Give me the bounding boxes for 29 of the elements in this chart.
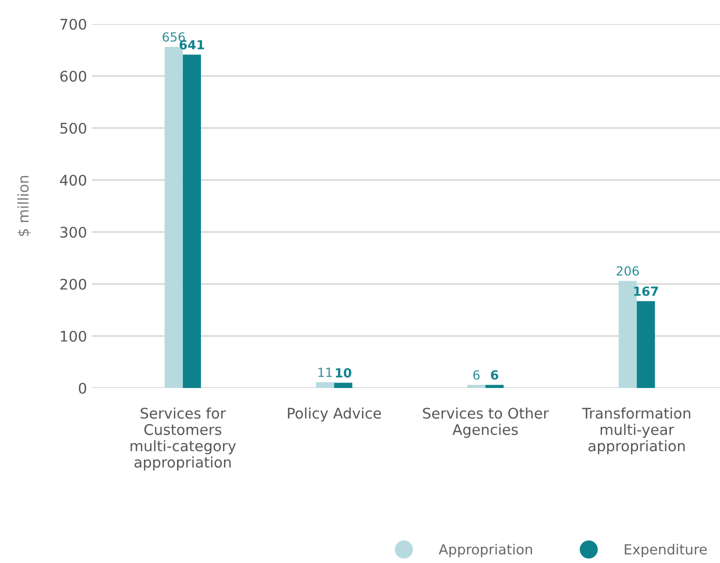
legend-label: Appropriation xyxy=(438,544,532,558)
y-tick-label: 500 xyxy=(60,122,86,134)
bar xyxy=(182,54,201,388)
y-axis-title: $ million xyxy=(17,176,31,236)
data-label: 11 xyxy=(318,368,332,377)
bar xyxy=(467,384,486,388)
data-label: 6 xyxy=(473,370,480,380)
bar xyxy=(334,382,352,388)
data-label: 6 xyxy=(490,370,498,380)
data-label: 167 xyxy=(634,286,658,296)
y-tick-label: 400 xyxy=(60,174,86,186)
data-label: 10 xyxy=(336,368,352,378)
y-tick-label: 0 xyxy=(78,382,86,394)
data-label: 656 xyxy=(162,32,185,42)
x-tick-label: Policy Advice xyxy=(288,407,381,422)
y-tick-label: 700 xyxy=(60,18,86,30)
x-tick-label: Services for Customers multi-category appropriation xyxy=(130,407,236,471)
y-tick-label: 100 xyxy=(60,330,86,342)
data-label: 206 xyxy=(616,266,639,276)
x-tick-label: Transformation multi-year appropriation xyxy=(582,407,690,454)
y-tick-label: 300 xyxy=(60,226,86,238)
x-tick-label: Services to Other Agencies xyxy=(423,407,549,438)
bar xyxy=(485,384,504,388)
y-tick-label: 200 xyxy=(60,278,86,290)
bar xyxy=(636,301,655,388)
bar xyxy=(316,382,334,388)
data-label: 641 xyxy=(180,40,204,50)
y-tick-label: 600 xyxy=(60,70,86,82)
legend-label: Expenditure xyxy=(624,544,707,558)
